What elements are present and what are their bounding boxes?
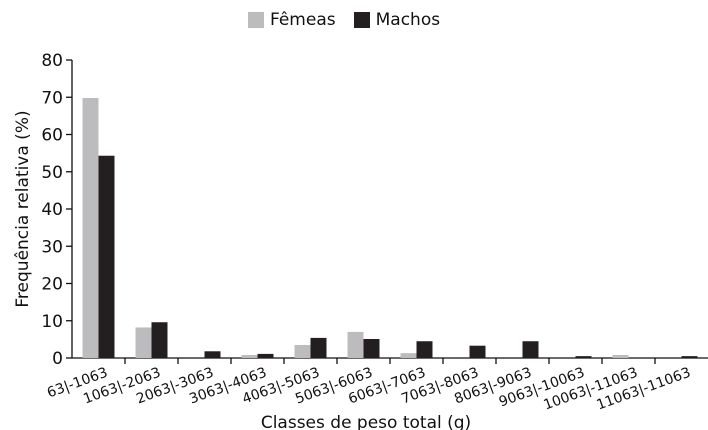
x-axis-label: Classes de peso total (g) xyxy=(261,413,471,430)
bar-femeas xyxy=(400,353,417,358)
axes xyxy=(66,59,708,364)
legend-swatch-machos xyxy=(353,12,370,28)
bar-femeas xyxy=(135,327,152,358)
bar-machos xyxy=(257,353,274,358)
y-tick-label: 60 xyxy=(41,126,63,146)
y-tick-label: 30 xyxy=(41,237,63,257)
bar-machos xyxy=(416,341,433,358)
legend-label-machos: Machos xyxy=(375,10,441,30)
bar-femeas xyxy=(294,344,311,358)
bar-machos xyxy=(98,155,115,358)
bar-machos xyxy=(681,356,698,358)
bar-machos xyxy=(310,337,327,358)
y-axis-label: Frequência relativa (%) xyxy=(13,110,33,307)
x-tick-labels: 63|-10631063|-20632063|-30633063|-406340… xyxy=(45,365,693,414)
bar-femeas xyxy=(612,355,629,358)
bar-machos xyxy=(522,341,539,358)
bar-machos xyxy=(363,339,380,358)
legend-swatch-femeas xyxy=(248,12,264,28)
y-tick-label: 80 xyxy=(41,51,63,71)
y-tick-label: 0 xyxy=(52,349,63,369)
bar-femeas xyxy=(241,355,258,358)
legend-label-femeas: Fêmeas xyxy=(270,10,336,30)
legend-item-machos: Machos xyxy=(353,10,441,30)
y-tick-label: 20 xyxy=(41,275,63,295)
bar-machos xyxy=(575,356,592,358)
y-tick-labels: 0 10 20 30 40 50 60 70 80 xyxy=(41,51,63,369)
legend: Fêmeas Machos xyxy=(248,10,458,30)
y-tick-label: 40 xyxy=(41,200,63,220)
bars xyxy=(82,97,698,359)
bar-machos xyxy=(204,351,221,358)
bar-machos xyxy=(151,322,168,358)
bar-femeas xyxy=(82,97,99,359)
y-tick-label: 50 xyxy=(41,163,63,183)
bar-machos xyxy=(469,345,486,358)
bar-femeas xyxy=(347,331,364,358)
legend-item-femeas: Fêmeas xyxy=(248,10,336,30)
y-tick-label: 70 xyxy=(41,88,63,108)
y-tick-label: 10 xyxy=(41,312,63,332)
